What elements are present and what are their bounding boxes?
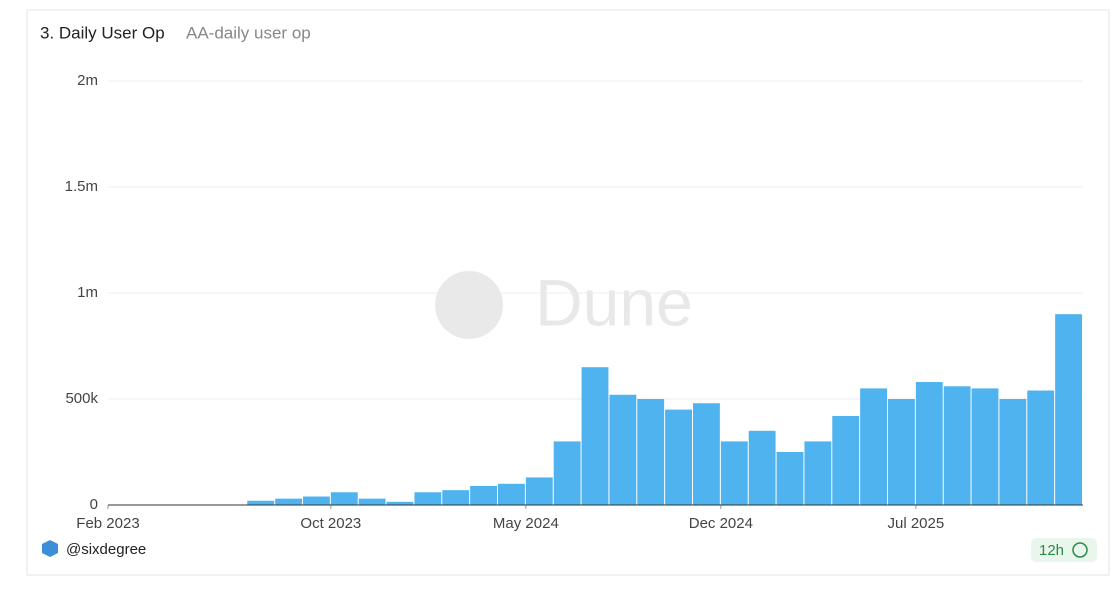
bar — [720, 441, 748, 505]
author-name[interactable]: @sixdegree — [66, 541, 146, 558]
chart-subtitle: AA-daily user op — [186, 23, 311, 42]
x-tick-label: May 2024 — [493, 515, 559, 532]
bar — [386, 501, 414, 505]
bar — [1027, 390, 1055, 505]
bar — [971, 388, 999, 505]
bar — [414, 492, 442, 505]
bar — [470, 485, 497, 505]
bar — [330, 492, 358, 505]
x-tick-label: Oct 2023 — [300, 515, 361, 532]
y-tick-label: 2m — [77, 72, 98, 89]
refresh-text: 12h — [1039, 542, 1064, 559]
bar — [860, 388, 887, 505]
bar — [999, 399, 1027, 505]
bar — [888, 399, 915, 505]
author: @sixdegree — [42, 540, 146, 558]
watermark-logo — [435, 271, 503, 339]
refresh-badge — [1031, 538, 1097, 562]
bar — [247, 500, 275, 505]
bar — [832, 415, 860, 505]
author-icon — [42, 540, 58, 557]
bar — [581, 367, 609, 505]
watermark: Dune — [435, 265, 693, 339]
bar — [553, 441, 581, 505]
bar — [358, 498, 386, 505]
refresh-icon — [1072, 542, 1088, 558]
bar — [915, 382, 943, 505]
x-tick-label: Dec 2024 — [689, 515, 753, 532]
bar — [748, 430, 776, 505]
y-tick-label: 1.5m — [65, 178, 98, 195]
bar — [804, 441, 832, 505]
bar — [525, 477, 553, 505]
chart-title: 3. Daily User Op — [40, 23, 165, 42]
x-tick-label: Jul 2025 — [887, 515, 944, 532]
bar — [776, 452, 804, 505]
bar — [442, 490, 470, 505]
y-tick-label: 500k — [65, 390, 98, 407]
bar — [275, 498, 302, 505]
watermark-text: Dune — [535, 265, 693, 339]
y-tick-label: 1m — [77, 284, 98, 301]
bar — [609, 394, 637, 505]
bar — [637, 399, 665, 505]
bar — [498, 483, 525, 505]
bar — [303, 496, 330, 505]
bar — [665, 409, 692, 505]
y-tick-label: 0 — [90, 496, 98, 513]
bar — [943, 386, 971, 505]
bar — [1055, 314, 1082, 505]
x-tick-label: Feb 2023 — [76, 515, 139, 532]
bar — [693, 403, 720, 505]
